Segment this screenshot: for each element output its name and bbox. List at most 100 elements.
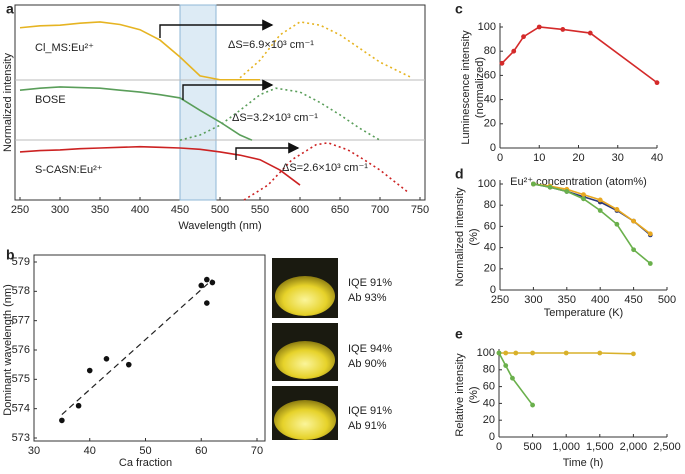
y-tick-label: 80 bbox=[484, 199, 496, 211]
series-line bbox=[533, 183, 651, 265]
marker bbox=[521, 34, 526, 40]
x-tick-label: 500 bbox=[658, 294, 676, 306]
scatter-point bbox=[75, 402, 82, 409]
stokes-shift-label: ΔS=2.6×10³ cm⁻¹ bbox=[282, 162, 368, 174]
x-tick-label: 30 bbox=[612, 152, 624, 164]
y-tick-label: 20 bbox=[483, 414, 495, 426]
y-tick-label: 40 bbox=[484, 242, 496, 254]
y-axis-label: (normalized) bbox=[474, 57, 486, 118]
x-tick-label: 20 bbox=[572, 152, 584, 164]
sample-label: IQE 94% bbox=[348, 343, 392, 355]
y-tick-label: 578 bbox=[12, 285, 30, 297]
scatter-point bbox=[59, 417, 65, 424]
x-tick-label: 400 bbox=[591, 294, 609, 306]
marker bbox=[536, 24, 542, 30]
marker bbox=[631, 351, 636, 357]
y-axis-label: Relative intensity bbox=[454, 353, 466, 437]
scatter-point bbox=[204, 276, 210, 283]
x-tick-label: 550 bbox=[251, 204, 269, 216]
marker bbox=[530, 402, 535, 408]
x-tick-label: 2,500 bbox=[653, 441, 681, 453]
series-label: S-CASN:Eu²⁺ bbox=[35, 164, 103, 176]
fit-line bbox=[61, 279, 213, 415]
y-tick-label: 0 bbox=[489, 431, 495, 443]
x-tick-label: 1,500 bbox=[586, 441, 614, 453]
series-line bbox=[533, 183, 651, 236]
y-tick-label: 60 bbox=[483, 381, 495, 393]
y-tick-label: 80 bbox=[483, 364, 495, 376]
marker bbox=[614, 221, 620, 227]
x-tick-label: 350 bbox=[91, 204, 109, 216]
x-tick-label: 1,000 bbox=[552, 441, 580, 453]
y-tick-label: 0 bbox=[490, 142, 496, 154]
x-tick-label: 600 bbox=[291, 204, 309, 216]
x-tick-label: 400 bbox=[131, 204, 149, 216]
x-tick-label: 2,000 bbox=[620, 441, 648, 453]
marker bbox=[647, 261, 653, 266]
y-axis-label: (%) bbox=[468, 386, 480, 403]
x-tick-label: 650 bbox=[331, 204, 349, 216]
y-tick-label: 100 bbox=[477, 347, 495, 359]
y-tick-label: 60 bbox=[484, 220, 496, 232]
y-axis-label: Dominant wavelength (nm) bbox=[2, 284, 14, 415]
sample-label: Ab 91% bbox=[348, 420, 387, 432]
plot-frame bbox=[33, 254, 266, 442]
marker bbox=[503, 363, 509, 368]
y-tick-label: 0 bbox=[490, 284, 496, 296]
shift-arrow bbox=[235, 142, 300, 160]
series-line bbox=[533, 183, 651, 235]
x-tick-label: 750 bbox=[411, 204, 429, 216]
marker bbox=[647, 231, 653, 237]
marker bbox=[654, 80, 660, 86]
y-tick-label: 574 bbox=[12, 403, 30, 415]
y-axis-label: Normalized intensity bbox=[2, 52, 14, 152]
excitation-curve bbox=[19, 86, 253, 141]
x-axis-label: Time (h) bbox=[563, 457, 604, 469]
y-tick-label: 40 bbox=[484, 94, 496, 106]
x-tick-label: 0 bbox=[497, 152, 503, 164]
marker bbox=[531, 181, 536, 187]
x-tick-label: 50 bbox=[139, 445, 151, 457]
emission-curve bbox=[239, 21, 413, 79]
marker bbox=[510, 375, 515, 381]
scatter-point bbox=[125, 361, 132, 368]
scatter-point bbox=[204, 300, 210, 306]
panel-letter: a bbox=[6, 1, 14, 17]
marker bbox=[564, 189, 570, 194]
marker bbox=[547, 184, 553, 190]
sample-label: IQE 91% bbox=[348, 277, 392, 289]
marker bbox=[499, 60, 505, 66]
series-line bbox=[498, 352, 534, 406]
x-tick-label: 60 bbox=[195, 445, 207, 457]
marker bbox=[513, 350, 519, 356]
sample-label: IQE 91% bbox=[348, 405, 392, 417]
highlight-band bbox=[179, 4, 217, 201]
x-axis-label: Eu²⁺ concentration (atom%) bbox=[510, 176, 647, 188]
x-tick-label: 350 bbox=[558, 294, 576, 306]
x-tick-label: 40 bbox=[84, 445, 96, 457]
x-tick-label: 500 bbox=[211, 204, 229, 216]
marker bbox=[587, 30, 593, 36]
x-tick-label: 40 bbox=[651, 152, 663, 164]
marker bbox=[597, 197, 603, 203]
y-tick-label: 100 bbox=[478, 21, 496, 33]
emission-curve bbox=[243, 141, 409, 201]
x-tick-label: 30 bbox=[28, 445, 40, 457]
y-tick-label: 579 bbox=[12, 256, 30, 268]
x-tick-label: 450 bbox=[171, 204, 189, 216]
marker bbox=[563, 350, 569, 356]
excitation-curve bbox=[19, 145, 301, 186]
marker bbox=[511, 48, 517, 54]
marker bbox=[631, 218, 636, 224]
series-label: Cl_MS:Eu²⁺ bbox=[35, 42, 94, 54]
panel-letter: e bbox=[455, 326, 463, 342]
shift-arrow bbox=[182, 79, 274, 100]
stokes-shift-label: ΔS=3.2×10³ cm⁻¹ bbox=[232, 112, 318, 124]
x-tick-label: 0 bbox=[496, 441, 502, 453]
x-tick-label: 70 bbox=[251, 445, 263, 457]
marker bbox=[581, 196, 586, 202]
sample-label: Ab 93% bbox=[348, 292, 387, 304]
x-axis-label: Wavelength (nm) bbox=[178, 220, 261, 232]
